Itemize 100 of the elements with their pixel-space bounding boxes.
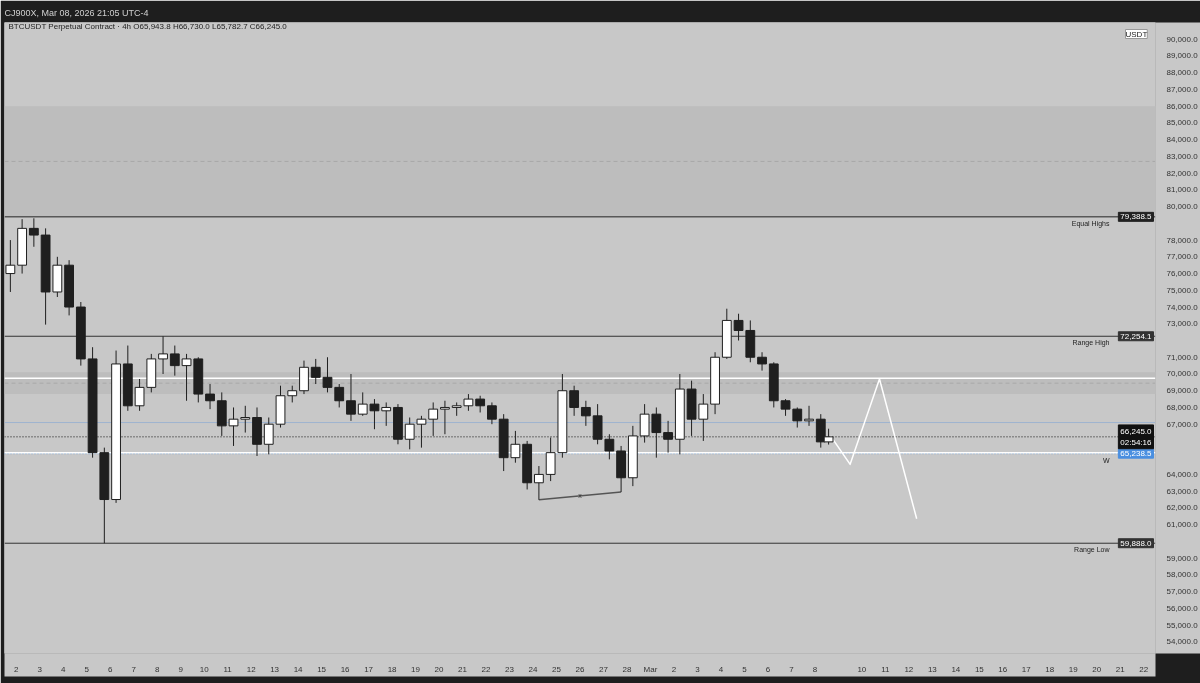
x-tick-label: 14 [951,664,961,674]
x-tick-label: 5 [84,664,90,674]
y-tick-label: 71,000.0 [1166,352,1199,362]
x-tick-label: 28 [622,664,632,674]
candlestick [334,383,345,408]
y-tick-label: 64,000.0 [1166,469,1199,479]
x-tick-label: 12 [246,664,257,674]
y-tick-label: 61,000.0 [1166,520,1199,530]
y-tick-label: 76,000.0 [1166,269,1199,279]
x-tick-label: 12 [904,664,914,674]
y-tick-label: 63,000.0 [1166,486,1199,496]
y-tick-label: 62,000.0 [1166,503,1199,513]
x-tick-label: 13 [927,664,938,674]
x-tick-label: 6 [107,664,113,674]
x-tick-label: 4 [718,664,724,674]
chart-subtitle: CJ900X, Mar 08, 2026 21:05 UTC-4 [4,7,149,18]
candlestick [5,239,16,293]
x-tick-label: 2 [14,664,20,674]
x-tick-label: 21 [458,664,468,674]
x-tick-label: 19 [1068,664,1079,674]
candlestick [440,400,450,435]
y-tick-label: 73,000.0 [1166,319,1199,329]
x-tick-label: 20 [434,664,445,674]
x-tick-label: 16 [998,664,1008,674]
y-tick-label: 80,000.0 [1166,202,1199,212]
candlestick [569,385,580,417]
x-tick-label: 27 [599,664,609,674]
x-tick-label: 11 [881,664,891,674]
y-tick-label: 78,000.0 [1166,235,1199,245]
x-tick-label: 9 [178,664,184,674]
y-tick-label: 68,000.0 [1166,402,1199,412]
x-tick-label: 17 [1021,664,1032,674]
x-tick-label: 13 [270,664,280,674]
x-tick-label: 17 [364,664,374,674]
annotation: 79,388.5 [1120,212,1153,222]
x-tick-label: 11 [223,664,233,674]
x-tick-label: 7 [789,664,795,674]
x-tick-label: 23 [505,664,515,674]
x-tick-label: 3 [695,664,701,674]
x-tick-label: 14 [293,664,304,674]
x-tick-label: 15 [974,664,985,674]
candlestick [592,403,603,445]
y-tick-label: 55,000.0 [1166,620,1199,630]
y-tick-label: 86,000.0 [1166,101,1199,111]
y-tick-label: 54,000.0 [1166,637,1199,647]
y-tick-label: 83,000.0 [1166,151,1199,161]
y-tick-label: 90,000.0 [1166,34,1199,44]
x-tick-label: 2 [671,664,677,674]
candlestick [205,383,215,410]
candlestick [757,351,767,372]
x-tick-label: 21 [1115,664,1126,674]
x-tick-label: 10 [857,664,867,674]
candlestick [416,415,427,449]
y-tick-label: 56,000.0 [1166,603,1199,613]
candlestick [533,465,544,501]
candlestick [346,373,356,422]
annotation: 65,238.5 [1120,449,1153,459]
x-tick-label: 16 [340,664,351,674]
candlestick [792,406,803,429]
y-tick-label: 57,000.0 [1166,587,1199,597]
y-tick-label: 82,000.0 [1166,168,1199,178]
y-tick-label: 85,000.0 [1166,118,1199,128]
candlestick [487,401,497,425]
x-tick-label: 8 [154,664,160,674]
x-tick-label: 8 [812,664,818,674]
x-tick-label: 22 [481,664,492,674]
annotation: 72,254.1 [1120,331,1153,341]
y-tick-label: 81,000.0 [1166,185,1199,195]
x-tick-label: 22 [1139,664,1149,674]
x-tick-label: 19 [411,664,421,674]
x-tick-label: 4 [61,664,66,674]
candlestick [580,400,591,427]
annotation: 59,888.0 [1120,538,1153,548]
x-tick-label: 26 [575,664,585,674]
y-tick-label: 75,000.0 [1166,285,1199,295]
y-tick-label: 77,000.0 [1166,252,1199,262]
x-tick-label: Mar [643,664,658,674]
candlestick [158,335,168,375]
y-tick-label: 88,000.0 [1166,68,1199,78]
y-tick-label: 87,000.0 [1166,84,1199,94]
x-tick-label: 5 [742,664,748,674]
x-tick-label: 7 [131,664,137,674]
y-tick-label: 67,000.0 [1166,419,1199,429]
chart-title: BTCUSDT Perpetual Contract · 4h O65,943.8 H66,730.0 L65,782.7 C66,245.0 [8,21,288,31]
x-tick-label: 10 [199,664,210,674]
x-tick-label: 20 [1092,664,1102,674]
annotation: 66,245.0 02:54:16 [1120,426,1153,447]
candlestick [804,405,814,427]
y-tick-label: 69,000.0 [1166,386,1199,396]
x-tick-label: 6 [765,664,771,674]
x-tick-label: 18 [387,664,398,674]
candlestick [604,433,615,460]
y-tick-label: 59,000.0 [1166,553,1199,563]
y-tick-label: 70,000.0 [1166,369,1199,379]
y-tick-label: 58,000.0 [1166,570,1199,580]
x-tick-label: 3 [37,664,43,674]
candlestick [428,401,439,437]
x-tick-label: 15 [317,664,327,674]
candlestick [663,420,673,454]
x-tick-label: 18 [1045,664,1055,674]
